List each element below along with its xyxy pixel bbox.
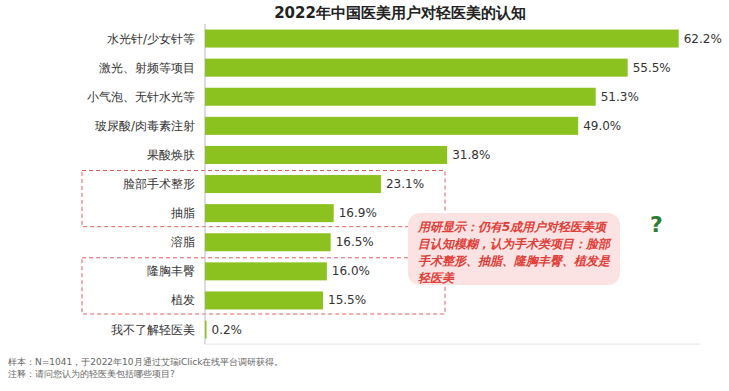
data-label: 31.8%	[452, 148, 490, 162]
category-label: 我不了解轻医美	[111, 323, 195, 337]
category-label: 抽脂	[171, 206, 195, 220]
bar	[205, 88, 596, 106]
bar	[205, 30, 679, 48]
bar	[205, 204, 334, 222]
highlight-box	[82, 171, 445, 227]
data-label: 16.9%	[339, 206, 377, 220]
category-label: 溶脂	[171, 235, 195, 249]
category-label: 激光、射频等项目	[99, 61, 195, 75]
bar	[205, 321, 207, 339]
category-label: 脸部手术整形	[123, 177, 195, 191]
data-label: 23.1%	[386, 177, 424, 191]
data-label: 0.2%	[212, 323, 243, 337]
category-label: 果酸焕肤	[147, 148, 195, 162]
bar	[205, 175, 381, 193]
annotation: 用研显示：仍有5成用户对轻医美项目认知模糊，认为手术类项目：脸部手术整形、抽脂、…	[408, 213, 620, 285]
bar	[205, 262, 327, 280]
data-label: 16.5%	[336, 235, 374, 249]
bar	[205, 291, 323, 309]
decoration: ?	[650, 212, 663, 237]
title: 2022年中国医美用户对轻医美的认知	[274, 4, 526, 22]
footnote: 注释：请问您认为的轻医美包括哪些项目?	[8, 369, 175, 379]
bar	[205, 233, 331, 251]
bar	[205, 146, 447, 164]
footnote: 样本：N=1041，于2022年10月通过艾瑞iClick在线平台调研获得。	[8, 357, 283, 367]
category-label: 隆胸丰臀	[147, 264, 195, 278]
category-label: 小气泡、无针水光等	[87, 90, 195, 104]
category-label: 玻尿酸/肉毒素注射	[95, 119, 195, 133]
data-label: 15.5%	[328, 293, 366, 307]
data-label: 62.2%	[684, 32, 722, 46]
data-label: 16.0%	[332, 264, 370, 278]
bar	[205, 59, 628, 77]
x-axis	[205, 344, 700, 345]
data-label: 55.5%	[633, 61, 671, 75]
highlight-box	[82, 258, 445, 314]
data-label: 51.3%	[601, 90, 639, 104]
bars	[205, 30, 679, 339]
data-label: 49.0%	[583, 119, 621, 133]
category-label: 水光针/少女针等	[107, 32, 195, 46]
bar	[205, 117, 578, 135]
category-label: 植发	[171, 293, 195, 307]
